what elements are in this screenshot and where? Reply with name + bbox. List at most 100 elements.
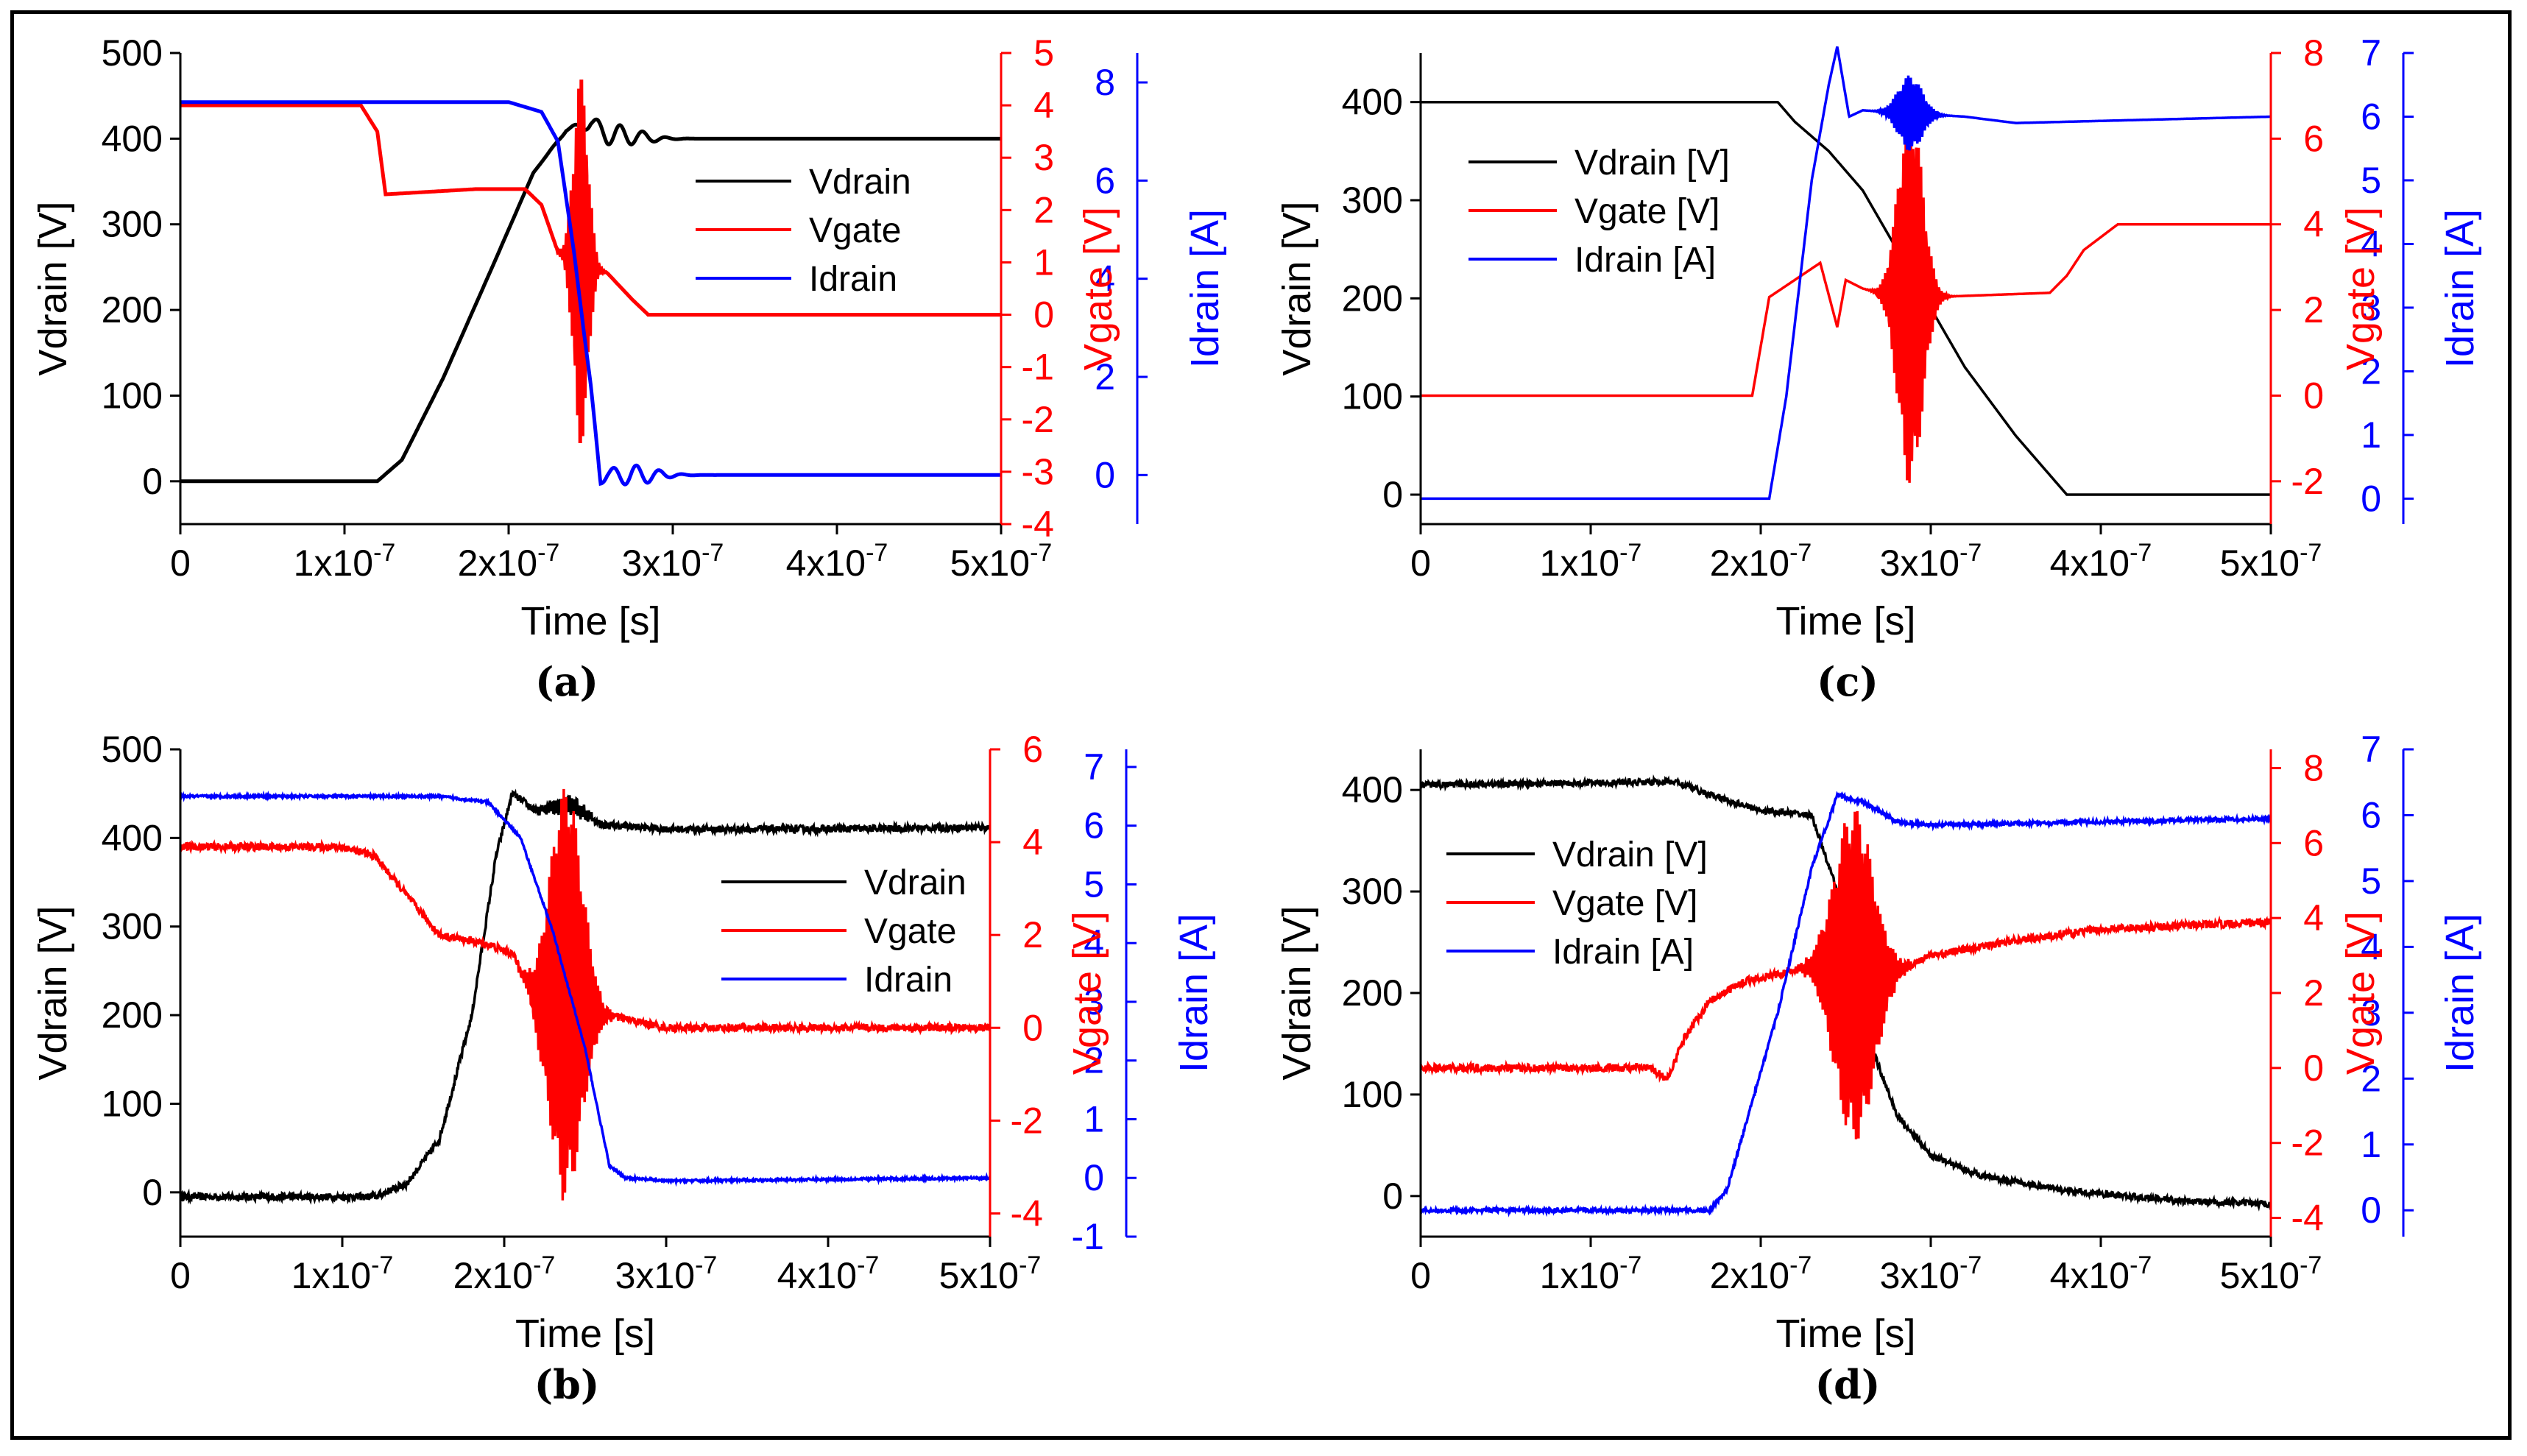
legend-label: Vgate [V] [1574, 192, 1720, 231]
right1-tick-label: 0 [2303, 1047, 2324, 1089]
x-tick-label: 0 [1410, 1255, 1431, 1296]
left-tick-label: 400 [1342, 769, 1403, 810]
left-tick-label: 100 [102, 375, 163, 416]
panel-caption: (c) [1817, 658, 1879, 705]
left-tick-label: 0 [1382, 474, 1403, 515]
x-axis-label: Time [s] [515, 1312, 655, 1356]
legend-label: Vgate [V] [1552, 884, 1697, 923]
x-tick-label: 4x10-7 [2050, 539, 2152, 584]
right2-tick-label: 3 [2361, 287, 2381, 328]
right2-tick-label: 0 [1095, 454, 1115, 495]
right1-tick-label: 4 [2303, 204, 2324, 245]
right1-axis-label: Vgate [V] [2339, 207, 2383, 370]
right1-tick-label: -2 [1011, 1100, 1043, 1141]
figure-frame [10, 10, 2512, 1440]
left-tick-label: 200 [102, 994, 163, 1036]
x-tick-label: 1x10-7 [1540, 1251, 1642, 1296]
right1-tick-label: 0 [1033, 294, 1054, 336]
left-tick-label: 500 [102, 32, 163, 74]
legend-label: Idrain [864, 961, 953, 1000]
right2-tick-label: 5 [2361, 160, 2381, 201]
x-tick-label: 1x10-7 [294, 539, 396, 584]
right2-tick-label: 7 [2361, 32, 2381, 74]
left-tick-label: 0 [1382, 1176, 1403, 1217]
right2-tick-label: 6 [2361, 96, 2381, 137]
right2-axis-label: Idrain [A] [2438, 913, 2482, 1072]
right1-tick-label: -2 [2291, 1123, 2324, 1164]
right2-tick-label: 2 [1084, 1040, 1104, 1081]
x-tick-label: 4x10-7 [786, 539, 888, 584]
left-tick-label: 200 [1342, 972, 1403, 1014]
panel-caption: (d) [1815, 1361, 1881, 1408]
legend-label: Idrain [A] [1552, 933, 1694, 972]
right2-tick-label: 2 [2361, 1058, 2381, 1099]
right2-axis-label: Idrain [A] [1183, 209, 1227, 368]
right1-tick-label: -3 [1022, 451, 1054, 492]
right1-tick-label: 4 [2303, 897, 2324, 939]
left-tick-label: 100 [1342, 1074, 1403, 1115]
left-tick-label: 100 [102, 1083, 163, 1124]
series-line-vgate [1421, 105, 2271, 483]
right1-axis-label: Vgate [V] [2339, 911, 2383, 1075]
x-tick-label: 2x10-7 [1710, 539, 1812, 584]
right1-tick-label: 4 [1033, 85, 1054, 126]
series-line-vgate [1421, 810, 2271, 1139]
right2-tick-label: 6 [2361, 794, 2381, 835]
left-axis-label: Vdrain [V] [31, 905, 75, 1080]
right2-tick-label: 0 [2361, 1190, 2381, 1231]
right1-tick-label: 8 [2303, 747, 2324, 788]
right2-tick-label: 8 [1095, 62, 1115, 103]
legend-label: Vdrain [V] [1574, 144, 1730, 183]
right1-tick-label: 8 [2303, 32, 2324, 74]
left-axis-label: Vdrain [V] [1275, 905, 1319, 1080]
right2-tick-label: 0 [1084, 1157, 1104, 1198]
left-tick-label: 200 [1342, 278, 1403, 319]
right2-tick-label: 4 [1095, 258, 1115, 300]
right2-tick-label: 6 [1084, 805, 1104, 847]
right2-tick-label: 5 [1084, 863, 1104, 905]
right2-tick-label: 1 [2361, 1124, 2381, 1165]
left-tick-label: 500 [102, 729, 163, 770]
x-tick-label: 2x10-7 [453, 1251, 556, 1296]
left-tick-label: 400 [102, 817, 163, 858]
panel-caption: (b) [534, 1361, 600, 1408]
left-tick-label: 400 [1342, 82, 1403, 123]
legend-label: Vdrain [809, 163, 911, 202]
x-tick-label: 0 [170, 1255, 191, 1296]
left-tick-label: 300 [102, 204, 163, 245]
x-axis-label: Time [s] [1775, 599, 1915, 643]
right2-axis-label: Idrain [A] [1172, 913, 1216, 1072]
legend-label: Idrain [809, 260, 897, 299]
right1-tick-label: 2 [1033, 189, 1054, 230]
x-tick-label: 5x10-7 [950, 539, 1053, 584]
chart-a: 0 1x10-7 2x10-7 3x10-7 4x10-7 5x10-7010020030… [31, 32, 1227, 705]
series-line-vdrain [180, 788, 990, 1205]
right2-tick-label: 2 [1095, 356, 1115, 397]
right2-tick-label: 6 [1095, 160, 1115, 201]
right2-tick-label: 7 [2361, 729, 2381, 770]
right1-axis-label: Vgate [V] [1076, 207, 1120, 370]
x-tick-label: 3x10-7 [1880, 1251, 1982, 1296]
left-tick-label: 0 [142, 1172, 163, 1213]
series-line-vdrain [180, 117, 1001, 484]
x-tick-label: 4x10-7 [777, 1251, 880, 1296]
x-tick-label: 4x10-7 [2050, 1251, 2152, 1296]
right1-tick-label: 1 [1033, 241, 1054, 283]
x-tick-label: 2x10-7 [1710, 1251, 1812, 1296]
right2-tick-label: 4 [1084, 922, 1104, 964]
right2-tick-label: 7 [1084, 746, 1104, 788]
right2-tick-label: 1 [1084, 1098, 1104, 1139]
left-axis-label: Vdrain [V] [31, 201, 75, 375]
x-tick-label: 0 [1410, 543, 1431, 584]
right1-tick-label: 0 [1022, 1007, 1043, 1048]
right1-tick-label: 2 [1022, 914, 1043, 955]
right1-tick-label: -1 [1022, 347, 1054, 388]
chart-b: 0 1x10-7 2x10-7 3x10-7 4x10-7 5x10-7010020030… [31, 729, 1216, 1408]
right2-tick-label: 1 [2361, 414, 2381, 456]
left-axis-label: Vdrain [V] [1275, 201, 1319, 375]
right2-tick-label: 4 [2361, 223, 2381, 264]
right2-tick-label: 3 [2361, 992, 2381, 1033]
right2-tick-label: -1 [1072, 1216, 1104, 1257]
left-tick-label: 300 [102, 906, 163, 947]
right1-axis-label: Vgate [V] [1065, 911, 1109, 1075]
